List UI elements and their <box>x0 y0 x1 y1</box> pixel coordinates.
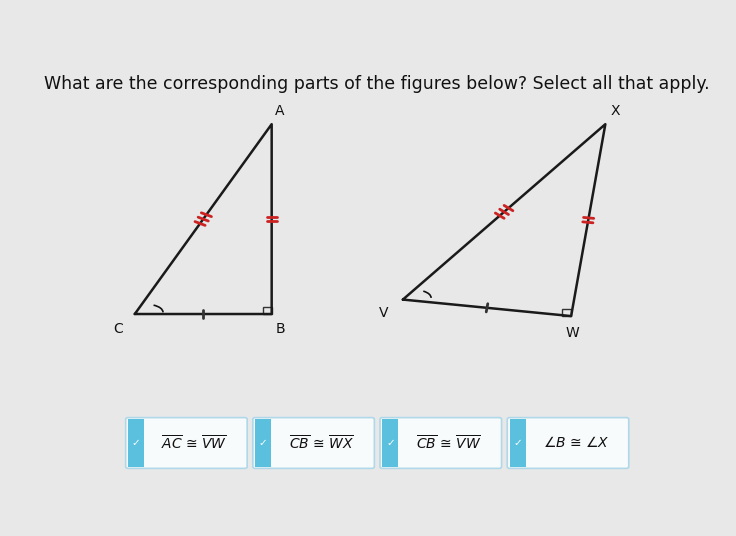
Text: ✓: ✓ <box>132 438 141 448</box>
Text: A: A <box>275 104 284 118</box>
Text: $\overline{CB}$ ≅ $\overline{VW}$: $\overline{CB}$ ≅ $\overline{VW}$ <box>416 434 481 452</box>
Text: W: W <box>566 325 580 340</box>
Text: $\overline{AC}$ ≅ $\overline{VW}$: $\overline{AC}$ ≅ $\overline{VW}$ <box>161 434 227 452</box>
Bar <box>255 419 271 467</box>
Text: What are the corresponding parts of the figures below? Select all that apply.: What are the corresponding parts of the … <box>44 75 710 93</box>
FancyBboxPatch shape <box>380 418 501 468</box>
Bar <box>509 419 526 467</box>
Text: ✓: ✓ <box>513 438 522 448</box>
FancyBboxPatch shape <box>507 418 629 468</box>
Text: ✓: ✓ <box>259 438 267 448</box>
Bar <box>263 308 272 314</box>
Text: V: V <box>379 306 389 320</box>
Text: B: B <box>276 322 286 336</box>
FancyBboxPatch shape <box>253 418 375 468</box>
Bar <box>128 419 144 467</box>
Text: C: C <box>113 322 124 336</box>
Text: $\overline{CB}$ ≅ $\overline{WX}$: $\overline{CB}$ ≅ $\overline{WX}$ <box>289 434 354 452</box>
Bar <box>562 309 571 316</box>
Bar <box>382 419 398 467</box>
Text: X: X <box>611 104 620 118</box>
Text: $\angle B$ ≅ $\angle X$: $\angle B$ ≅ $\angle X$ <box>542 435 609 450</box>
FancyBboxPatch shape <box>126 418 247 468</box>
Text: ✓: ✓ <box>386 438 394 448</box>
